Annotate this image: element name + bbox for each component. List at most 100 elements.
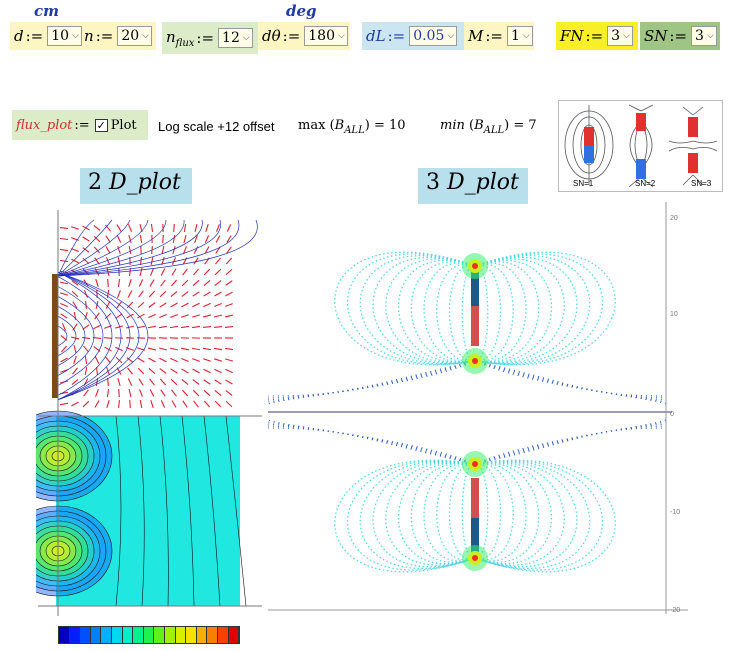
chevron-down-icon: ⌵ (242, 33, 250, 43)
vector-arrow (149, 378, 155, 386)
colorbar-swatch (69, 627, 81, 643)
vector-arrow (226, 224, 232, 232)
vector-arrow (117, 246, 121, 254)
vector-arrow (203, 268, 211, 276)
magnet-upper-red (471, 306, 479, 346)
axis-tick: -10 (670, 509, 680, 516)
plot2d-title-num: 2 (88, 170, 102, 195)
pole-glow (472, 263, 478, 269)
vector-arrow (125, 325, 135, 329)
chevron-down-icon: ⌵ (623, 31, 630, 41)
vector-arrow (128, 267, 132, 277)
flux-plot-assign: := (74, 117, 90, 133)
field-line (474, 360, 667, 405)
vector-arrow (137, 301, 145, 309)
vector-arrow (117, 278, 121, 288)
vector-arrow (84, 366, 88, 376)
vector-arrow (225, 280, 233, 286)
vector-arrow (105, 356, 111, 364)
vector-arrow (193, 257, 199, 265)
max-fn: max (298, 118, 326, 133)
vector-arrow (203, 291, 211, 297)
vector-arrow (214, 368, 222, 374)
nflux-dropdown[interactable]: 12 ⌵ (218, 28, 253, 48)
dtheta-dropdown[interactable]: 180 ⌵ (304, 26, 348, 46)
vector-arrow (193, 246, 199, 254)
vector-arrow (181, 368, 189, 374)
vector-arrow (192, 368, 200, 374)
d-assign: := (25, 27, 44, 45)
colorbar-swatch (217, 627, 229, 643)
vector-arrow (214, 302, 222, 308)
vector-arrow (60, 369, 68, 373)
M-dropdown[interactable]: 1 ⌵ (506, 26, 533, 46)
max-expression: max (BALL) = 10 (298, 118, 406, 136)
vector-arrow (72, 367, 78, 375)
dtheta-assign: := (282, 27, 301, 45)
region-dtheta: dθ := 180 ⌵ (258, 22, 350, 50)
plot3d-area[interactable]: 20 10 0 -10 -20 (268, 196, 698, 626)
vector-arrow (138, 279, 144, 287)
vector-arrow (226, 246, 232, 254)
d-dropdown[interactable]: 10 ⌵ (47, 26, 82, 46)
axis-tick: 10 (670, 311, 678, 318)
vector-arrow (202, 325, 212, 329)
dtheta-label: dθ (262, 27, 281, 45)
flux-plot-checkbox[interactable]: ✓ (94, 118, 108, 132)
vector-arrow (148, 357, 156, 363)
dL-label: dL (366, 27, 386, 45)
dL-assign: := (387, 27, 406, 45)
field-line (268, 360, 476, 397)
vector-arrow (225, 303, 233, 307)
vector-arrow (160, 400, 166, 408)
field-line (57, 271, 149, 401)
vector-arrow (194, 223, 198, 233)
vector-arrow (81, 336, 91, 340)
vector-arrow (85, 300, 87, 310)
vector-arrow (172, 234, 176, 244)
magnet-south (636, 159, 646, 179)
vector-arrow (60, 313, 68, 319)
vector-arrow (82, 345, 90, 353)
vector-arrow (191, 347, 201, 351)
vector-arrow (73, 344, 77, 354)
SN-label: SN (644, 27, 668, 45)
n-dropdown[interactable]: 20 ⌵ (117, 26, 152, 46)
vector-arrow (105, 301, 111, 309)
vector-arrow (60, 357, 68, 363)
vector-arrow (162, 234, 164, 244)
nflux-value: 12 (222, 30, 240, 46)
field-line (268, 360, 476, 403)
FN-dropdown[interactable]: 3 ⌵ (607, 26, 633, 46)
vector-arrow (137, 357, 145, 363)
field-line (57, 325, 68, 347)
nflux-subscript: flux (175, 37, 195, 49)
vector-arrow (171, 389, 177, 397)
vector-arrow (71, 290, 79, 298)
field-line (334, 459, 476, 573)
unit-cm-label: cm (34, 2, 60, 20)
vector-arrow (148, 302, 156, 308)
magnet-north (584, 127, 594, 145)
vector-arrow (202, 314, 212, 318)
chevron-down-icon: ⌵ (338, 31, 345, 41)
dL-dropdown[interactable]: 0.05 ⌵ (409, 26, 458, 46)
vector-arrow (137, 367, 145, 375)
colorbar-swatch (143, 627, 155, 643)
vector-arrow (73, 356, 77, 364)
field-line (474, 251, 616, 366)
vector-arrow (147, 325, 157, 329)
vector-arrow (96, 366, 98, 376)
SN-dropdown[interactable]: 3 ⌵ (691, 26, 717, 46)
log-scale-text: Log scale +12 offset (158, 119, 275, 134)
vector-arrow (117, 290, 121, 298)
vector-arrow (213, 347, 223, 351)
vector-arrow (94, 400, 100, 408)
vector-arrow (203, 302, 211, 308)
plot2d-area[interactable] (36, 206, 266, 620)
field-line (57, 271, 140, 401)
vector-arrow (202, 347, 212, 351)
pole-glows (462, 253, 488, 571)
FN-label: FN (560, 27, 584, 45)
vector-arrow (94, 356, 100, 364)
